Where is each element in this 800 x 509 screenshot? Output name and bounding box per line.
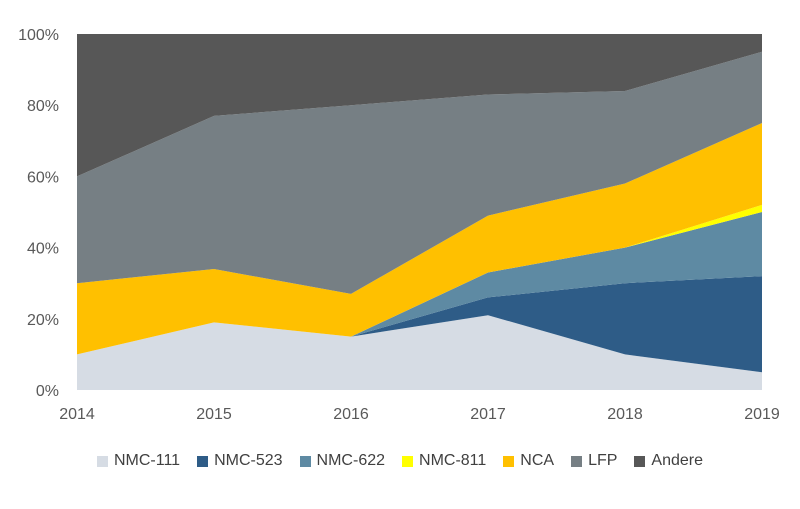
y-axis-tick-labels: 0% 20% 40% 60% 80% 100% bbox=[18, 27, 59, 400]
y-tick-label: 0% bbox=[36, 383, 59, 400]
legend-label: Andere bbox=[651, 452, 704, 469]
area-lfp bbox=[77, 51, 762, 294]
x-axis-tick-labels: 2014 2015 2016 2017 2018 2019 bbox=[59, 406, 780, 423]
x-tick-label: 2015 bbox=[196, 406, 232, 423]
area-andere bbox=[77, 34, 762, 177]
y-tick-label: 20% bbox=[27, 312, 59, 329]
legend-label: LFP bbox=[588, 452, 618, 469]
legend-label: NMC-111 bbox=[113, 452, 181, 469]
legend-swatch bbox=[299, 455, 311, 467]
y-tick-label: 100% bbox=[18, 27, 59, 44]
chart-legend: NMC-111 NMC-523 NMC-622 NMC-811 NCA LFP Andere bbox=[0, 452, 800, 470]
x-tick-label: 2014 bbox=[59, 406, 95, 423]
y-tick-label: 40% bbox=[27, 241, 59, 258]
y-tick-label: 80% bbox=[27, 98, 59, 115]
x-tick-label: 2018 bbox=[607, 406, 643, 423]
legend-label: NMC-622 bbox=[316, 452, 386, 469]
x-tick-label: 2016 bbox=[333, 406, 369, 423]
legend-item-nmc-111: NMC-111 bbox=[96, 452, 181, 470]
legend-item-nmc-811: NMC-811 bbox=[402, 452, 486, 470]
y-tick-label: 60% bbox=[27, 169, 59, 186]
area-nmc-111 bbox=[77, 315, 762, 390]
legend-label: NMC-811 bbox=[419, 452, 487, 469]
legend-label: NCA bbox=[520, 452, 555, 469]
x-tick-label: 2017 bbox=[470, 406, 506, 423]
series-areas bbox=[77, 34, 762, 390]
legend-swatch bbox=[197, 455, 209, 467]
legend-label: NMC-523 bbox=[214, 452, 283, 469]
area-nca bbox=[77, 123, 762, 355]
legend-item-andere: Andere bbox=[634, 452, 703, 470]
legend-swatch bbox=[402, 455, 414, 467]
area-nmc-622 bbox=[77, 212, 762, 355]
legend-item-nca: NCA bbox=[503, 452, 554, 470]
legend-item-nmc-523: NMC-523 bbox=[197, 452, 283, 470]
legend-item-lfp: LFP bbox=[571, 452, 617, 470]
stacked-area-chart: 0%20%40%60%80%100% 2014 2015 2016 2017 2018 2… bbox=[18, 27, 780, 423]
legend-swatch bbox=[634, 455, 646, 467]
legend-item-nmc-622: NMC-622 bbox=[299, 452, 386, 470]
legend-swatch bbox=[96, 455, 108, 467]
legend-swatch bbox=[503, 455, 515, 467]
area-nmc-523 bbox=[77, 276, 762, 373]
x-tick-label: 2019 bbox=[744, 406, 780, 423]
legend-swatch bbox=[571, 455, 583, 467]
